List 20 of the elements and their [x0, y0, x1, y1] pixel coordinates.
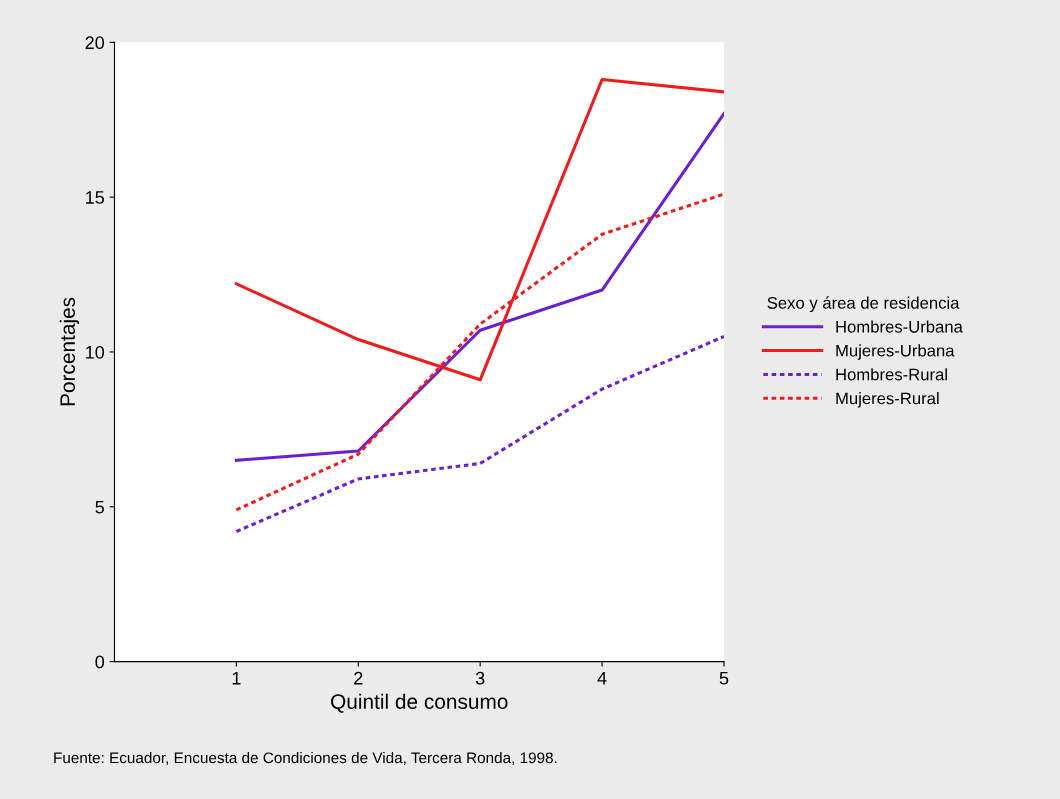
x-axis-title: Quintil de consumo: [331, 693, 508, 713]
legend-label: Mujeres-Rural: [836, 392, 939, 408]
line-series: [234, 112, 724, 462]
x-tick-label: 5: [719, 671, 729, 685]
legend-label: Hombres-Rural: [836, 368, 947, 381]
x-tick-label: 2: [354, 671, 363, 685]
legend-title: Sexo y área de residencia: [767, 296, 960, 313]
y-tick-label: 5: [95, 500, 104, 514]
y-tick-label: 0: [95, 655, 105, 669]
x-tick-label: 4: [597, 671, 607, 685]
source-note: Fuente: Ecuador, Encuesta de Condiciones de Vida, Tercera Ronda, 1998.: [54, 751, 557, 765]
x-tick-label: 3: [475, 671, 485, 685]
y-tick-label: 10: [86, 345, 105, 359]
line-series: [234, 334, 724, 534]
legend-label: Hombres-Urbana: [836, 320, 963, 333]
y-axis-title: Porcentajes: [59, 297, 80, 406]
x-tick-label: 1: [232, 671, 241, 685]
y-tick-label: 20: [85, 36, 105, 50]
y-tick-label: 15: [86, 191, 104, 204]
legend-label: Mujeres-Urbana: [836, 344, 955, 360]
